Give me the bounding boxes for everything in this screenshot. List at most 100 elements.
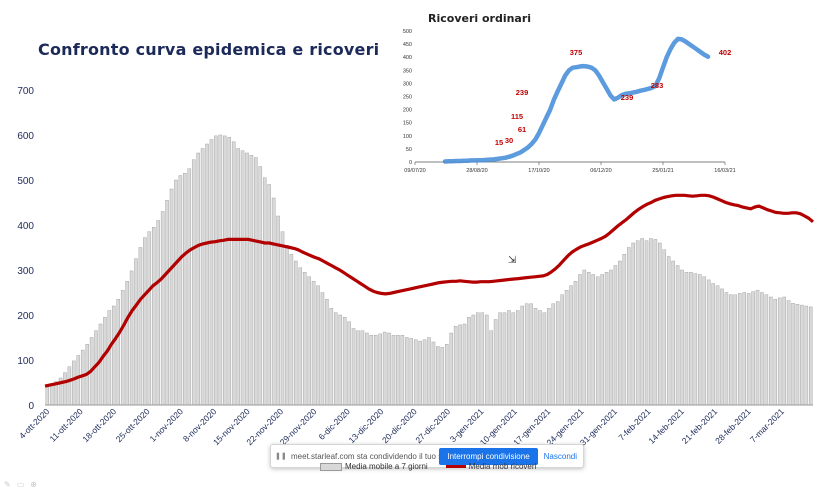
epidemic-bar bbox=[706, 279, 711, 406]
epidemic-bar bbox=[711, 283, 715, 406]
epidemic-bar bbox=[231, 141, 236, 406]
epidemic-bar bbox=[112, 305, 116, 406]
epidemic-bar bbox=[498, 312, 502, 406]
epidemic-bar bbox=[520, 305, 524, 406]
epidemic-bar bbox=[187, 168, 192, 406]
epidemic-bar bbox=[103, 317, 107, 406]
y-tick-label: 700 bbox=[17, 86, 34, 97]
epidemic-bar bbox=[378, 333, 382, 406]
epidemic-bar bbox=[334, 312, 338, 406]
epidemic-bar bbox=[502, 312, 507, 406]
inset-data-label: 15 bbox=[495, 138, 503, 147]
epidemic-bar bbox=[484, 314, 489, 406]
epidemic-bar bbox=[453, 326, 458, 406]
y-tick-label: 300 bbox=[17, 266, 34, 277]
epidemic-bar bbox=[538, 310, 542, 406]
y-tick-label: 500 bbox=[17, 176, 34, 187]
inset-y-tick-label: 450 bbox=[403, 42, 412, 48]
epidemic-bar bbox=[622, 254, 627, 406]
inset-y-tick-label: 200 bbox=[403, 108, 412, 114]
epidemic-bar bbox=[125, 281, 129, 406]
epidemic-bar bbox=[578, 274, 582, 406]
inset-y-tick-label: 400 bbox=[403, 55, 412, 61]
epidemic-bar bbox=[511, 312, 516, 406]
epidemic-bar bbox=[777, 297, 782, 406]
epidemic-bar bbox=[147, 231, 152, 406]
inset-x-tick-label: 09/07/20 bbox=[404, 168, 425, 174]
epidemic-bar bbox=[467, 317, 471, 406]
epidemic-bar bbox=[795, 304, 800, 406]
epidemic-bar bbox=[382, 331, 387, 406]
epidemic-bar bbox=[298, 267, 303, 406]
epidemic-bar bbox=[347, 321, 351, 406]
epidemic-bar bbox=[440, 347, 445, 406]
epidemic-bar bbox=[396, 335, 400, 406]
epidemic-bar bbox=[609, 269, 613, 406]
inset-y-tick-label: 100 bbox=[403, 134, 412, 140]
inset-chart-panel: 0 50 100 150 200 250 300 350 400 450 500 09/07/20 28… bbox=[395, 8, 745, 183]
x-tick-label: 11-ott-2020 bbox=[47, 406, 85, 444]
slides-icon[interactable]: ▭ bbox=[16, 480, 31, 489]
inset-data-label: 30 bbox=[505, 136, 513, 145]
epidemic-bar bbox=[329, 308, 334, 406]
epidemic-bar bbox=[320, 292, 325, 406]
stop-sharing-button[interactable]: Interrompi condivisione bbox=[439, 447, 538, 465]
epidemic-bar bbox=[640, 238, 644, 406]
x-tick-label: 25-ott-2020 bbox=[114, 406, 152, 444]
epidemic-bar bbox=[249, 155, 254, 406]
zoom-icon[interactable]: ⊕ bbox=[30, 480, 43, 489]
y-tick-label: 200 bbox=[17, 311, 34, 322]
epidemic-bar bbox=[742, 292, 746, 406]
inset-y-tick-label: 250 bbox=[403, 95, 412, 101]
x-tick-label: 7-mar-2021 bbox=[748, 406, 786, 444]
x-tick-label: 27-dic-2020 bbox=[413, 406, 452, 445]
epidemic-bar bbox=[49, 384, 54, 406]
epidemic-bar bbox=[760, 292, 764, 406]
epidemic-bar bbox=[280, 231, 285, 406]
epidemic-bar bbox=[436, 346, 440, 406]
epidemic-bar bbox=[724, 292, 729, 406]
epidemic-bar bbox=[196, 152, 200, 406]
epidemic-bar bbox=[627, 247, 631, 406]
inset-hospital-line bbox=[442, 36, 711, 164]
epidemic-bar bbox=[342, 317, 347, 406]
epidemic-bar bbox=[800, 304, 804, 406]
slide-controls: ✎▭⊕ bbox=[4, 480, 43, 489]
pen-icon[interactable]: ✎ bbox=[4, 480, 17, 489]
epidemic-bar bbox=[200, 148, 205, 406]
epidemic-bar bbox=[604, 272, 609, 406]
epidemic-bar bbox=[573, 281, 578, 406]
x-tick-label: 18-ott-2020 bbox=[80, 406, 118, 444]
pause-icon: ❚❚ bbox=[275, 453, 287, 460]
epidemic-bar bbox=[240, 150, 245, 406]
inset-y-tick-label: 0 bbox=[409, 160, 412, 166]
epidemic-bar bbox=[675, 265, 680, 406]
epidemic-bar bbox=[271, 197, 276, 406]
epidemic-bar bbox=[631, 242, 635, 406]
epidemic-bar bbox=[67, 366, 72, 406]
inset-data-label: 375 bbox=[570, 48, 583, 57]
epidemic-bar bbox=[98, 323, 103, 406]
epidemic-bar bbox=[191, 159, 196, 406]
epidemic-bar bbox=[600, 274, 604, 406]
epidemic-bar bbox=[489, 330, 493, 406]
epidemic-bar bbox=[254, 157, 258, 406]
epidemic-bar bbox=[418, 340, 422, 406]
epidemic-bar bbox=[462, 323, 467, 406]
epidemic-bar bbox=[755, 290, 760, 406]
hide-button[interactable]: Nascondi bbox=[543, 451, 577, 461]
epidemic-bar bbox=[769, 296, 773, 406]
epidemic-bar bbox=[365, 332, 369, 406]
epidemic-bar bbox=[733, 294, 738, 406]
epidemic-bar bbox=[738, 293, 742, 406]
epidemic-bar bbox=[476, 312, 480, 406]
epidemic-bar bbox=[666, 256, 671, 406]
epidemic-bar bbox=[387, 332, 391, 406]
epidemic-bar bbox=[551, 303, 556, 406]
epidemic-bar bbox=[174, 179, 178, 406]
inset-x-tick-label: 17/10/20 bbox=[528, 168, 549, 174]
epidemic-bar bbox=[351, 328, 356, 406]
epidemic-bar bbox=[165, 200, 169, 406]
epidemic-bar bbox=[72, 360, 76, 406]
